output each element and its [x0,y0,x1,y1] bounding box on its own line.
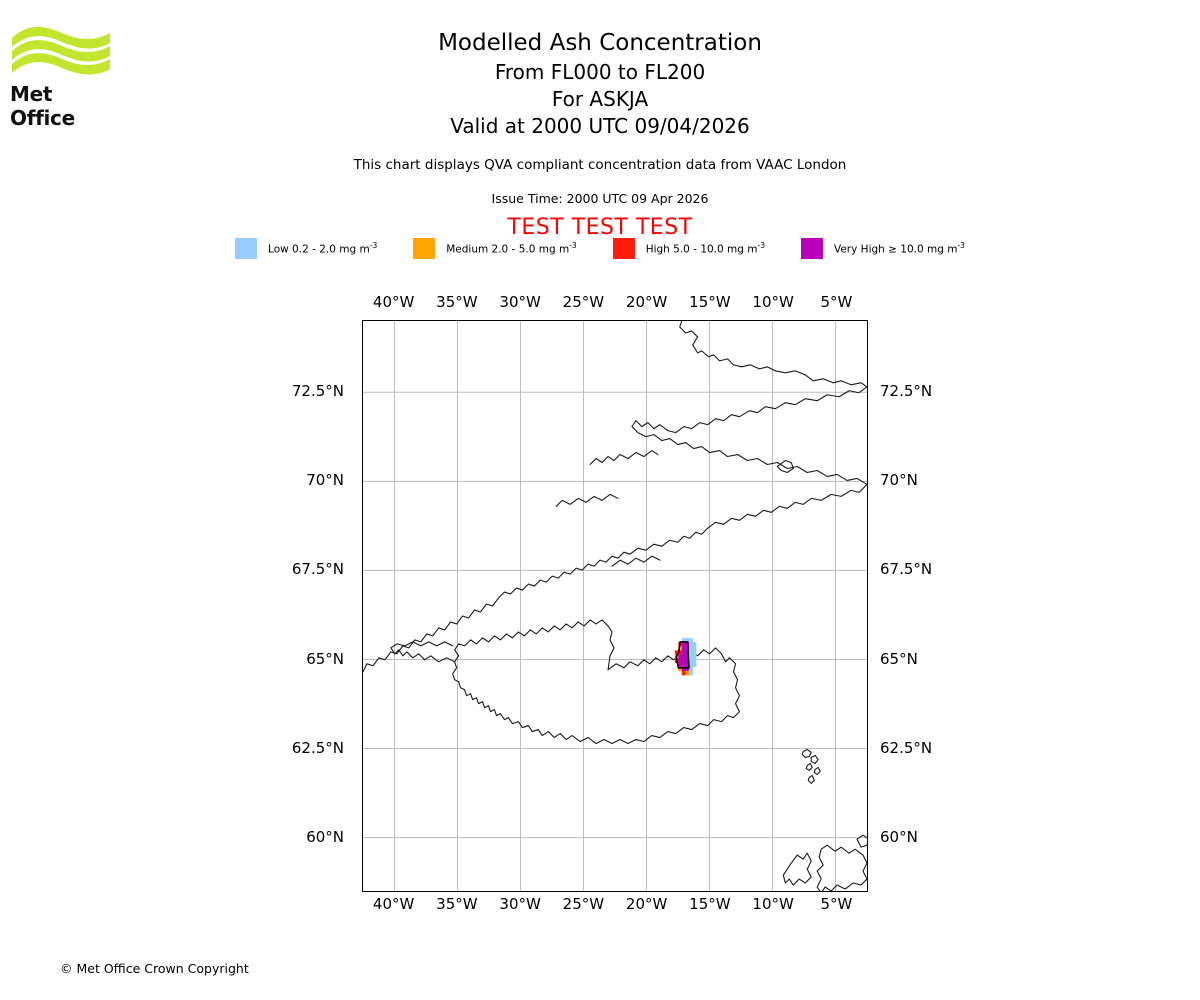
plume-cell-medium [678,666,683,672]
plume-cell-low [688,638,693,643]
y-axis-tick-left-72.5: 72.5°N [291,381,344,400]
plume-cell-low [685,638,690,643]
legend-item-low: Low 0.2 - 2.0 mg m-3 [235,238,377,259]
plume-cell-low [688,670,693,676]
met-office-logo: Met Office [10,24,120,130]
plume-cell-low [688,650,693,655]
legend-label-medium: Medium 2.0 - 5.0 mg m-3 [446,241,577,256]
plume-cell-very-high [678,658,683,664]
ash-plume-overlay [674,638,697,676]
y-axis-tick-left-62.5: 62.5°N [291,739,344,757]
plume-cell-high [681,670,686,676]
title-line-1: Modelled Ash Concentration [438,30,762,56]
plume-cell-low [688,654,693,659]
x-axis-tick-top--10: 10°W [752,293,794,311]
y-axis-tick-left-70: 70°N [306,470,344,489]
plume-cell-very-high [681,666,686,672]
x-axis-tick-top--20: 20°W [625,293,668,311]
plume-cell-very-high [681,654,686,659]
plume-cell-very-high [678,662,683,668]
x-axis-tick-bottom--10: 10°W [752,895,794,913]
x-axis-tick-top--30: 30°W [499,293,541,311]
legend-swatch-high [612,238,635,259]
plume-cell-low [692,646,697,651]
legend-swatch-low [235,238,258,259]
plume-cell-low [681,638,686,643]
title-line-2: From FL000 to FL200 [494,60,706,84]
y-axis-tick-left-67.5: 67.5°N [291,560,344,579]
legend-label-very-high: Very High ≥ 10.0 mg m-3 [833,241,965,256]
plume-cell-medium [678,646,683,651]
chart-title-block: Modelled Ash Concentration From FL000 to… [0,28,1200,140]
y-axis-tick-left-65: 65°N [306,649,344,668]
plume-cell-high [678,650,683,655]
x-axis-tick-bottom--15: 15°W [689,895,731,913]
legend-item-high: High 5.0 - 10.0 mg m-3 [612,238,765,259]
met-office-wave-icon [12,26,110,75]
plume-cell-medium [685,670,690,676]
x-axis-tick-top--5: 5°W [820,293,853,311]
x-axis-tick-bottom--20: 20°W [625,895,668,913]
plume-cell-high [674,650,679,655]
legend-item-medium: Medium 2.0 - 5.0 mg m-3 [413,238,577,259]
plume-cell-very-high [678,654,683,659]
map-plot-area [362,320,868,892]
title-line-3: For ASKJA [551,87,649,111]
plume-cell-low [692,658,697,664]
legend-label-high: High 5.0 - 10.0 mg m-3 [645,241,765,256]
plume-cell-very-high [681,662,686,668]
met-office-wordmark: Met Office [10,82,75,130]
plume-cell-very-high [685,658,690,664]
concentration-legend: Low 0.2 - 2.0 mg m-3 Medium 2.0 - 5.0 mg… [0,238,1200,259]
y-axis-tick-right-65: 65°N [880,649,918,668]
map-gridlines [363,321,867,891]
plume-cell-very-high [685,654,690,659]
coastlines [363,321,867,891]
legend-swatch-medium [413,238,436,259]
x-axis-tick-top--25: 25°W [562,293,605,311]
x-axis-tick-top--40: 40°W [372,293,415,311]
x-axis-tick-bottom--35: 35°W [436,895,478,913]
plume-core-outline [675,641,690,669]
plume-cell-low [688,662,693,668]
map-svg [363,321,867,891]
plume-cell-low [688,646,693,651]
legend-swatch-very-high [800,238,823,259]
legend-label-low: Low 0.2 - 2.0 mg m-3 [268,241,378,256]
plume-cell-very-high [685,662,690,668]
plume-cell-low [688,642,693,647]
y-axis-tick-right-62.5: 62.5°N [880,739,933,757]
test-banner: TEST TEST TEST [507,215,693,240]
y-axis-tick-right-70: 70°N [880,470,918,489]
chart-subtitle: This chart displays QVA compliant concen… [353,157,847,173]
legend-item-very-high: Very High ≥ 10.0 mg m-3 [800,238,965,259]
y-axis-tick-right-60: 60°N [880,828,918,847]
plume-cell-low [692,650,697,655]
issue-time-label: Issue Time: 2000 UTC 09 Apr 2026 [491,191,709,206]
plume-cell-very-high [685,666,690,672]
x-axis-tick-bottom--30: 30°W [499,895,541,913]
plume-cell-low [688,666,693,672]
x-axis-tick-bottom--5: 5°W [820,895,853,913]
copyright-notice: © Met Office Crown Copyright [60,961,249,976]
x-axis-tick-top--35: 35°W [436,293,478,311]
plume-cell-very-high [681,646,686,651]
title-line-4: Valid at 2000 UTC 09/04/2026 [450,114,750,138]
plume-cell-low [692,642,697,647]
plume-cell-very-high [681,650,686,655]
x-axis-tick-top--15: 15°W [689,293,731,311]
plume-cell-low [688,658,693,664]
plume-cell-low [692,662,697,668]
y-axis-tick-right-67.5: 67.5°N [880,560,933,579]
y-axis-tick-right-72.5: 72.5°N [880,381,933,400]
y-axis-tick-left-60: 60°N [306,828,344,847]
plume-cell-very-high [681,658,686,664]
x-axis-tick-bottom--40: 40°W [372,895,415,913]
plume-cell-very-high [681,642,686,647]
x-axis-tick-bottom--25: 25°W [562,895,605,913]
plume-cell-low [692,654,697,659]
